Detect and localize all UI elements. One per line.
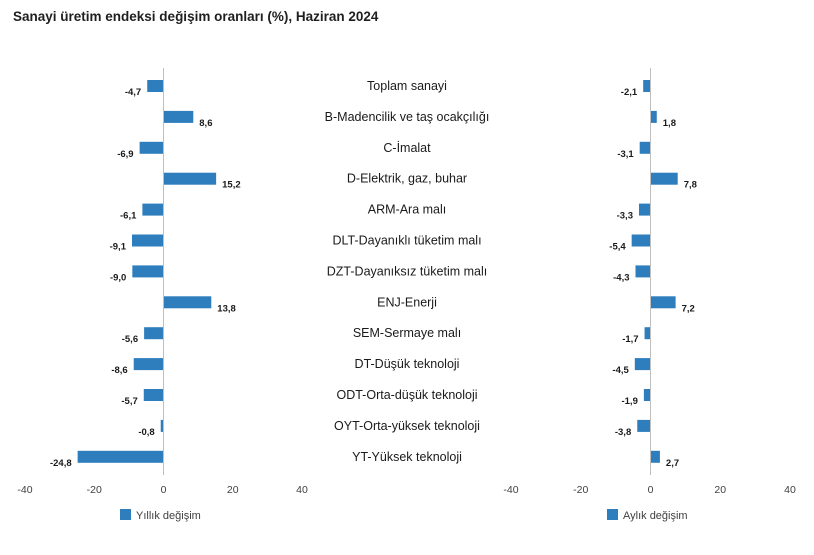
annual-bar [160, 419, 164, 432]
annual-bar [163, 296, 212, 309]
monthly-tick-label: -40 [503, 484, 518, 496]
annual-value-label: -5,7 [121, 396, 137, 407]
category-label: DZT-Dayanıksız tüketim malı [327, 264, 487, 278]
annual-tick-label: 0 [161, 484, 167, 496]
annual-bar [163, 172, 217, 185]
monthly-value-label: -5,4 [609, 242, 626, 253]
monthly-value-label: 2,7 [666, 458, 679, 469]
monthly-value-label: -3,8 [615, 427, 631, 438]
monthly-value-label: -1,7 [622, 334, 638, 345]
monthly-legend-swatch [607, 509, 618, 520]
annual-bar [144, 327, 164, 340]
category-label: SEM-Sermaye malı [353, 326, 461, 340]
annual-value-label: -6,9 [117, 149, 133, 160]
monthly-tick-label: -20 [573, 484, 588, 496]
monthly-bar [650, 110, 657, 123]
annual-tick-label: 40 [296, 484, 308, 496]
monthly-value-label: -3,3 [617, 211, 633, 222]
annual-value-label: 8,6 [199, 118, 212, 129]
monthly-bar [643, 80, 651, 92]
monthly-value-label: 1,8 [663, 118, 676, 129]
annual-value-label: -6,1 [120, 211, 137, 222]
annual-bar [163, 110, 194, 123]
monthly-tick-label: 0 [648, 484, 654, 496]
annual-tick-label: -40 [17, 484, 32, 496]
annual-value-label: -4,7 [125, 87, 141, 98]
category-label: DLT-Dayanıklı tüketim malı [332, 234, 481, 248]
annual-legend-label: Yıllık değişim [136, 510, 201, 522]
monthly-bar [650, 450, 660, 463]
category-label: OYT-Orta-yüksek teknoloji [334, 419, 480, 433]
category-label: Toplam sanayi [367, 79, 447, 93]
monthly-value-label: -2,1 [621, 87, 638, 98]
category-label: C-İmalat [383, 141, 431, 155]
monthly-bar [650, 172, 678, 185]
monthly-bar [635, 265, 651, 278]
category-label: D-Elektrik, gaz, buhar [347, 172, 467, 186]
category-label: B-Madencilik ve taş ocakçılığı [325, 110, 490, 124]
category-label: ODT-Orta-düşük teknoloji [336, 388, 477, 402]
monthly-bar [643, 389, 651, 401]
category-label: ARM-Ara malı [368, 203, 446, 217]
annual-bar [142, 203, 164, 216]
annual-bar [132, 265, 164, 278]
monthly-bar [638, 203, 651, 216]
annual-value-label: 13,8 [217, 303, 236, 314]
category-label: ENJ-Enerji [377, 295, 437, 309]
chart-title: Sanayi üretim endeksi değişim oranları (… [13, 9, 379, 24]
monthly-change-panel: -2,1 1,8 -3,1 7,8 -3,3 -5,4 -4,3 7,2 -1,7 -4,5 -1,… [503, 68, 796, 522]
monthly-bar [650, 296, 676, 309]
annual-value-label: -0,8 [138, 427, 154, 438]
monthly-bar [631, 234, 651, 247]
annual-value-label: -9,1 [110, 242, 127, 253]
annual-tick-label: -20 [87, 484, 102, 496]
monthly-value-label: -4,5 [612, 365, 629, 376]
annual-legend-swatch [120, 509, 131, 520]
annual-value-label: -24,8 [50, 458, 72, 469]
category-label: YT-Yüksek teknoloji [352, 450, 462, 464]
monthly-value-label: -4,3 [613, 272, 629, 283]
annual-value-label: 15,2 [222, 180, 241, 191]
monthly-value-label: 7,2 [682, 303, 695, 314]
monthly-legend-label: Aylık değişim [623, 510, 688, 522]
annual-bar [139, 141, 164, 154]
annual-change-panel: -4,7 8,6 -6,9 15,2 -6,1 -9,1 -9,0 13,8 -5,6 -8,6 -… [17, 68, 308, 522]
annual-value-label: -5,6 [122, 334, 138, 345]
annual-bar [133, 358, 164, 371]
annual-tick-label: 20 [227, 484, 239, 496]
monthly-bar [639, 141, 651, 154]
monthly-tick-label: 20 [714, 484, 726, 496]
annual-value-label: -8,6 [111, 365, 127, 376]
monthly-bar [634, 358, 651, 371]
annual-bar [143, 389, 164, 401]
annual-value-label: -9,0 [110, 272, 126, 283]
monthly-bar [637, 419, 651, 432]
annual-bar [147, 80, 164, 92]
category-label: DT-Düşük teknoloji [355, 357, 460, 371]
annual-bar [77, 450, 164, 463]
monthly-bar [644, 327, 651, 340]
category-labels: Toplam sanayi B-Madencilik ve taş ocakçıl… [325, 79, 490, 464]
monthly-value-label: 7,8 [684, 180, 697, 191]
monthly-value-label: -1,9 [621, 396, 637, 407]
monthly-tick-label: 40 [784, 484, 796, 496]
monthly-value-label: -3,1 [617, 149, 634, 160]
annual-bar [131, 234, 164, 247]
